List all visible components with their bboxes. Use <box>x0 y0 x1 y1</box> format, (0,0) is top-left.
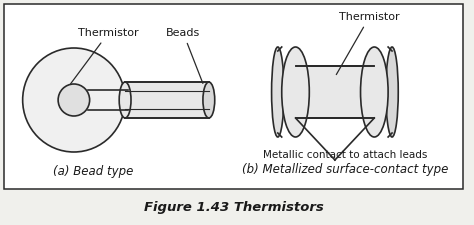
Text: (b) Metallized surface-contact type: (b) Metallized surface-contact type <box>242 164 448 176</box>
Ellipse shape <box>282 47 310 137</box>
Text: Metallic contact to attach leads: Metallic contact to attach leads <box>263 150 427 160</box>
Text: Thermistor: Thermistor <box>71 28 139 84</box>
Circle shape <box>23 48 125 152</box>
Bar <box>295 66 374 118</box>
Text: Thermistor: Thermistor <box>336 12 400 75</box>
Circle shape <box>58 84 90 116</box>
Ellipse shape <box>386 47 398 137</box>
Bar <box>4 4 463 189</box>
Bar <box>125 82 209 118</box>
Ellipse shape <box>119 82 131 118</box>
Text: Beads: Beads <box>166 28 203 83</box>
Text: (a) Bead type: (a) Bead type <box>54 166 134 178</box>
Ellipse shape <box>272 47 284 137</box>
Ellipse shape <box>361 47 388 137</box>
Ellipse shape <box>203 82 215 118</box>
Text: Figure 1.43 Thermistors: Figure 1.43 Thermistors <box>144 202 323 214</box>
